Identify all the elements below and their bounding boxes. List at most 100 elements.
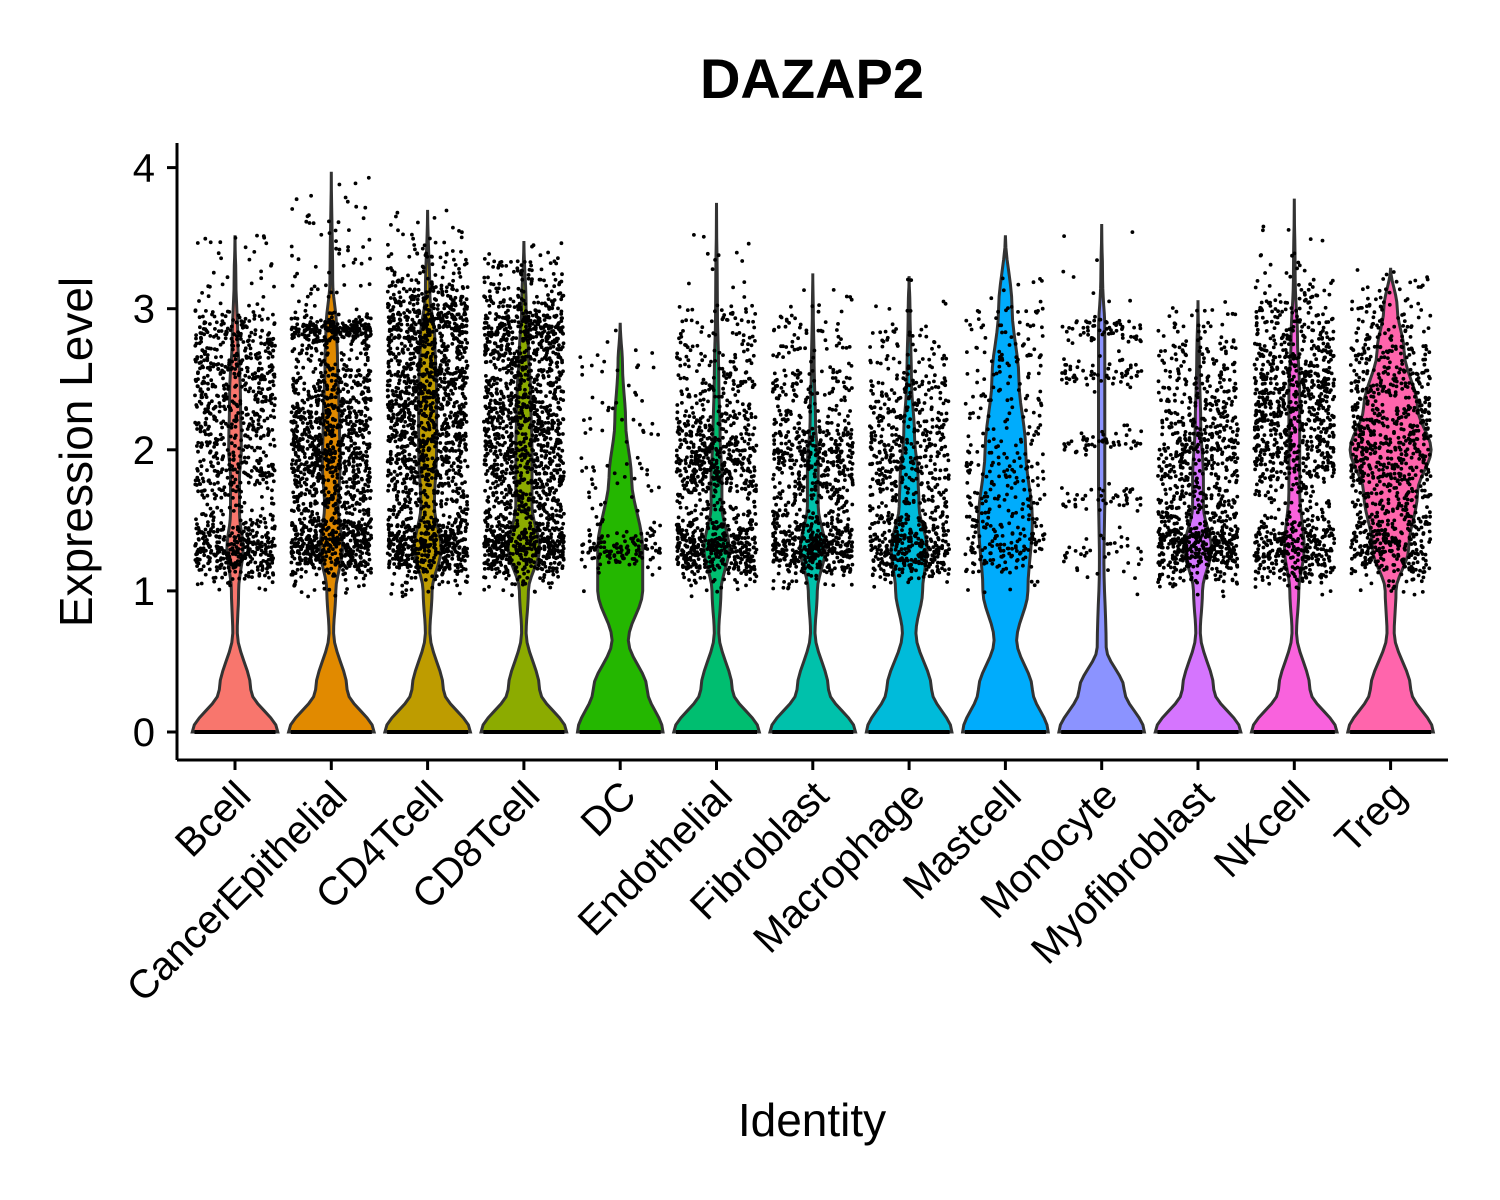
data-point — [399, 328, 403, 333]
data-point — [259, 544, 264, 549]
data-point — [228, 406, 233, 410]
data-point — [402, 374, 407, 379]
data-point — [402, 365, 406, 370]
data-point — [264, 525, 268, 530]
data-point — [231, 565, 236, 570]
data-point — [239, 509, 244, 514]
data-point — [385, 551, 390, 556]
data-point — [271, 479, 276, 484]
data-point — [242, 455, 247, 460]
data-point — [267, 364, 272, 369]
data-point — [247, 375, 252, 380]
data-point — [453, 386, 458, 391]
data-point — [217, 534, 222, 539]
data-point — [410, 392, 415, 397]
data-point — [240, 384, 244, 389]
data-point — [386, 517, 391, 522]
data-point — [321, 524, 325, 528]
data-point — [442, 240, 447, 245]
data-point — [211, 510, 216, 515]
data-point — [347, 319, 352, 323]
data-point — [434, 574, 439, 578]
data-point — [194, 336, 198, 341]
data-point — [338, 532, 342, 537]
data-point — [362, 423, 367, 427]
data-point — [324, 550, 328, 554]
data-point — [309, 316, 314, 320]
data-point — [360, 331, 364, 336]
data-point — [399, 555, 404, 560]
data-point — [505, 570, 510, 575]
data-point — [439, 283, 444, 288]
data-point — [532, 542, 537, 547]
data-point — [327, 549, 331, 554]
data-point — [355, 488, 360, 493]
data-point — [252, 250, 257, 254]
data-point — [464, 261, 469, 266]
data-point — [345, 532, 350, 537]
data-point — [422, 548, 427, 553]
data-point — [314, 555, 319, 560]
data-point — [438, 376, 443, 381]
data-point — [397, 452, 402, 456]
data-point — [400, 389, 404, 394]
data-point — [273, 343, 277, 348]
data-point — [460, 325, 464, 329]
data-point — [202, 553, 207, 558]
data-point — [302, 410, 307, 415]
data-point — [223, 336, 228, 341]
data-point — [263, 587, 268, 592]
data-point — [547, 555, 551, 560]
data-point — [324, 569, 329, 573]
data-point — [246, 473, 251, 478]
data-point — [363, 330, 368, 335]
data-point — [270, 543, 275, 548]
data-point — [242, 537, 247, 542]
data-point — [212, 579, 217, 584]
data-point — [463, 381, 468, 385]
data-point — [356, 433, 360, 438]
data-point — [352, 524, 357, 529]
data-point — [457, 329, 462, 334]
data-point — [218, 404, 223, 409]
data-point — [446, 359, 451, 363]
data-point — [231, 453, 236, 458]
data-point — [426, 520, 431, 525]
data-point — [493, 575, 497, 579]
data-point — [214, 355, 218, 360]
data-point — [458, 465, 463, 470]
data-point — [423, 404, 428, 409]
data-point — [291, 490, 296, 495]
data-point — [400, 594, 405, 599]
data-point — [419, 518, 423, 523]
data-point — [357, 315, 362, 319]
data-point — [257, 386, 261, 390]
data-point — [488, 547, 493, 552]
data-point — [358, 450, 363, 455]
data-point — [216, 472, 221, 477]
data-point — [297, 537, 301, 542]
data-point — [265, 416, 270, 421]
data-point — [205, 443, 210, 448]
data-point — [392, 318, 396, 323]
data-point — [221, 340, 226, 345]
data-point — [245, 366, 250, 370]
data-point — [457, 357, 462, 362]
data-point — [367, 237, 372, 242]
data-point — [511, 552, 515, 556]
data-point — [394, 460, 398, 465]
data-point — [421, 265, 426, 270]
data-point — [412, 531, 417, 536]
data-point — [230, 474, 235, 479]
data-point — [302, 387, 306, 392]
data-point — [361, 216, 366, 221]
data-point — [349, 438, 354, 443]
data-point — [272, 284, 276, 289]
data-point — [386, 438, 391, 443]
data-point — [412, 543, 416, 548]
data-point — [437, 432, 441, 437]
data-point — [420, 246, 425, 251]
data-point — [411, 379, 416, 383]
data-point — [197, 341, 202, 346]
data-point — [330, 335, 334, 340]
